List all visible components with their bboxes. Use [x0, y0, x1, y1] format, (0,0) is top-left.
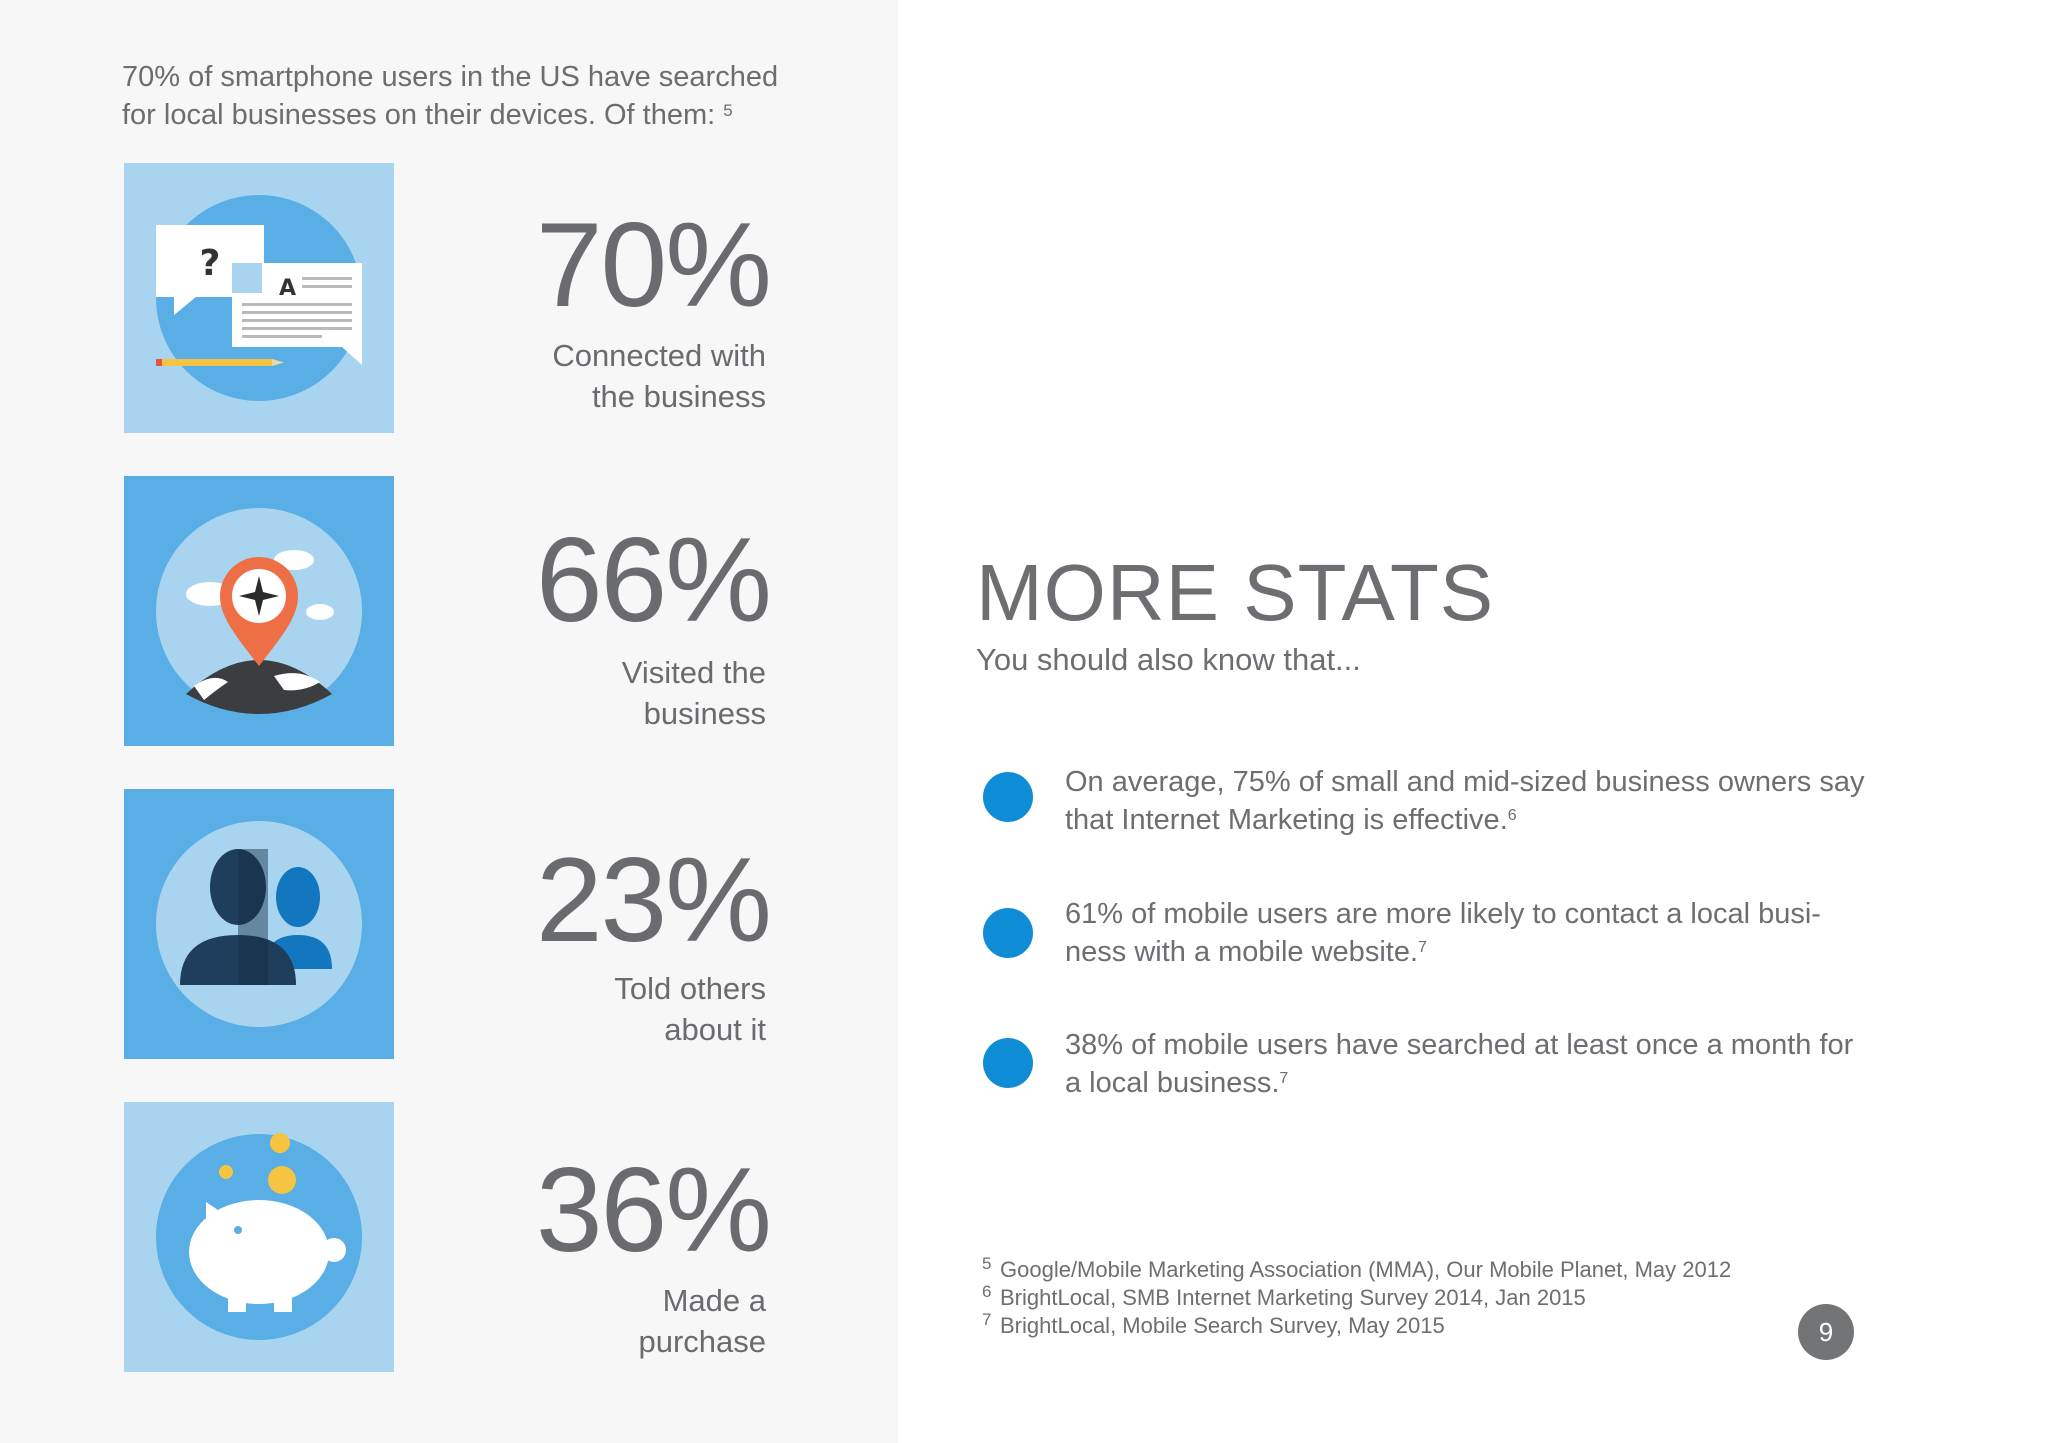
- bullet-item: 61% of mobile users are more likely to c…: [1065, 895, 1865, 971]
- stat-label: Connected with the business: [552, 338, 766, 414]
- section-title: MORE STATS: [976, 548, 1495, 637]
- bullet-dot: [983, 1038, 1033, 1088]
- intro-sentence: 70% of smartphone users in the US have s…: [122, 61, 779, 131]
- stat-label: Visited the business: [621, 655, 766, 731]
- bullet-text: 61% of mobile users are more likely to c…: [1065, 898, 1821, 968]
- qa-chat-icon: ? A: [124, 163, 394, 433]
- svg-text:?: ?: [200, 243, 221, 284]
- footnote: 6 BrightLocal, SMB Internet Marketing Su…: [982, 1282, 1882, 1312]
- map-pin-globe-icon: [124, 476, 394, 746]
- bullet-dot: [983, 908, 1033, 958]
- intro-text: 70% of smartphone users in the US have s…: [122, 58, 802, 134]
- bullet-text: 38% of mobile users have searched at lea…: [1065, 1029, 1854, 1099]
- page-number: 9: [1798, 1304, 1854, 1360]
- footnote-number: 6: [982, 1282, 992, 1301]
- stat-label: Made a purchase: [638, 1283, 766, 1359]
- footnote-text: BrightLocal, Mobile Search Survey, May 2…: [1000, 1313, 1445, 1338]
- piggy-bank-icon: [124, 1102, 394, 1372]
- svg-text:A: A: [279, 276, 296, 301]
- footnote-text: BrightLocal, SMB Internet Marketing Surv…: [1000, 1285, 1586, 1310]
- footnote-number: 5: [982, 1254, 992, 1273]
- stat-value: 23%: [535, 833, 772, 967]
- footnote-ref: 7: [1279, 1070, 1289, 1087]
- footnote-ref: 7: [1418, 939, 1427, 956]
- bullet-dot: [983, 772, 1033, 822]
- bullet-item: 38% of mobile users have searched at lea…: [1065, 1026, 1865, 1102]
- stat-value: 66%: [535, 513, 772, 647]
- footnote-text: Google/Mobile Marketing Association (MMA…: [1000, 1257, 1732, 1282]
- footnote: 7 BrightLocal, Mobile Search Survey, May…: [982, 1310, 1882, 1340]
- stat-value: 70%: [535, 198, 772, 332]
- stat-value: 36%: [535, 1143, 772, 1277]
- bullet-text: On average, 75% of small and mid-sized b…: [1065, 766, 1865, 836]
- people-icon: [124, 789, 394, 1059]
- section-subtitle: You should also know that...: [976, 642, 1361, 677]
- intro-footnote-ref: 5: [723, 101, 733, 120]
- footnote: 5 Google/Mobile Marketing Association (M…: [982, 1254, 1882, 1284]
- footnote-number: 7: [982, 1310, 992, 1329]
- footnote-ref: 6: [1507, 807, 1517, 824]
- footnotes: 5 Google/Mobile Marketing Association (M…: [982, 1254, 1882, 1340]
- bullet-item: On average, 75% of small and mid-sized b…: [1065, 763, 1865, 839]
- stat-label: Told others about it: [614, 971, 766, 1047]
